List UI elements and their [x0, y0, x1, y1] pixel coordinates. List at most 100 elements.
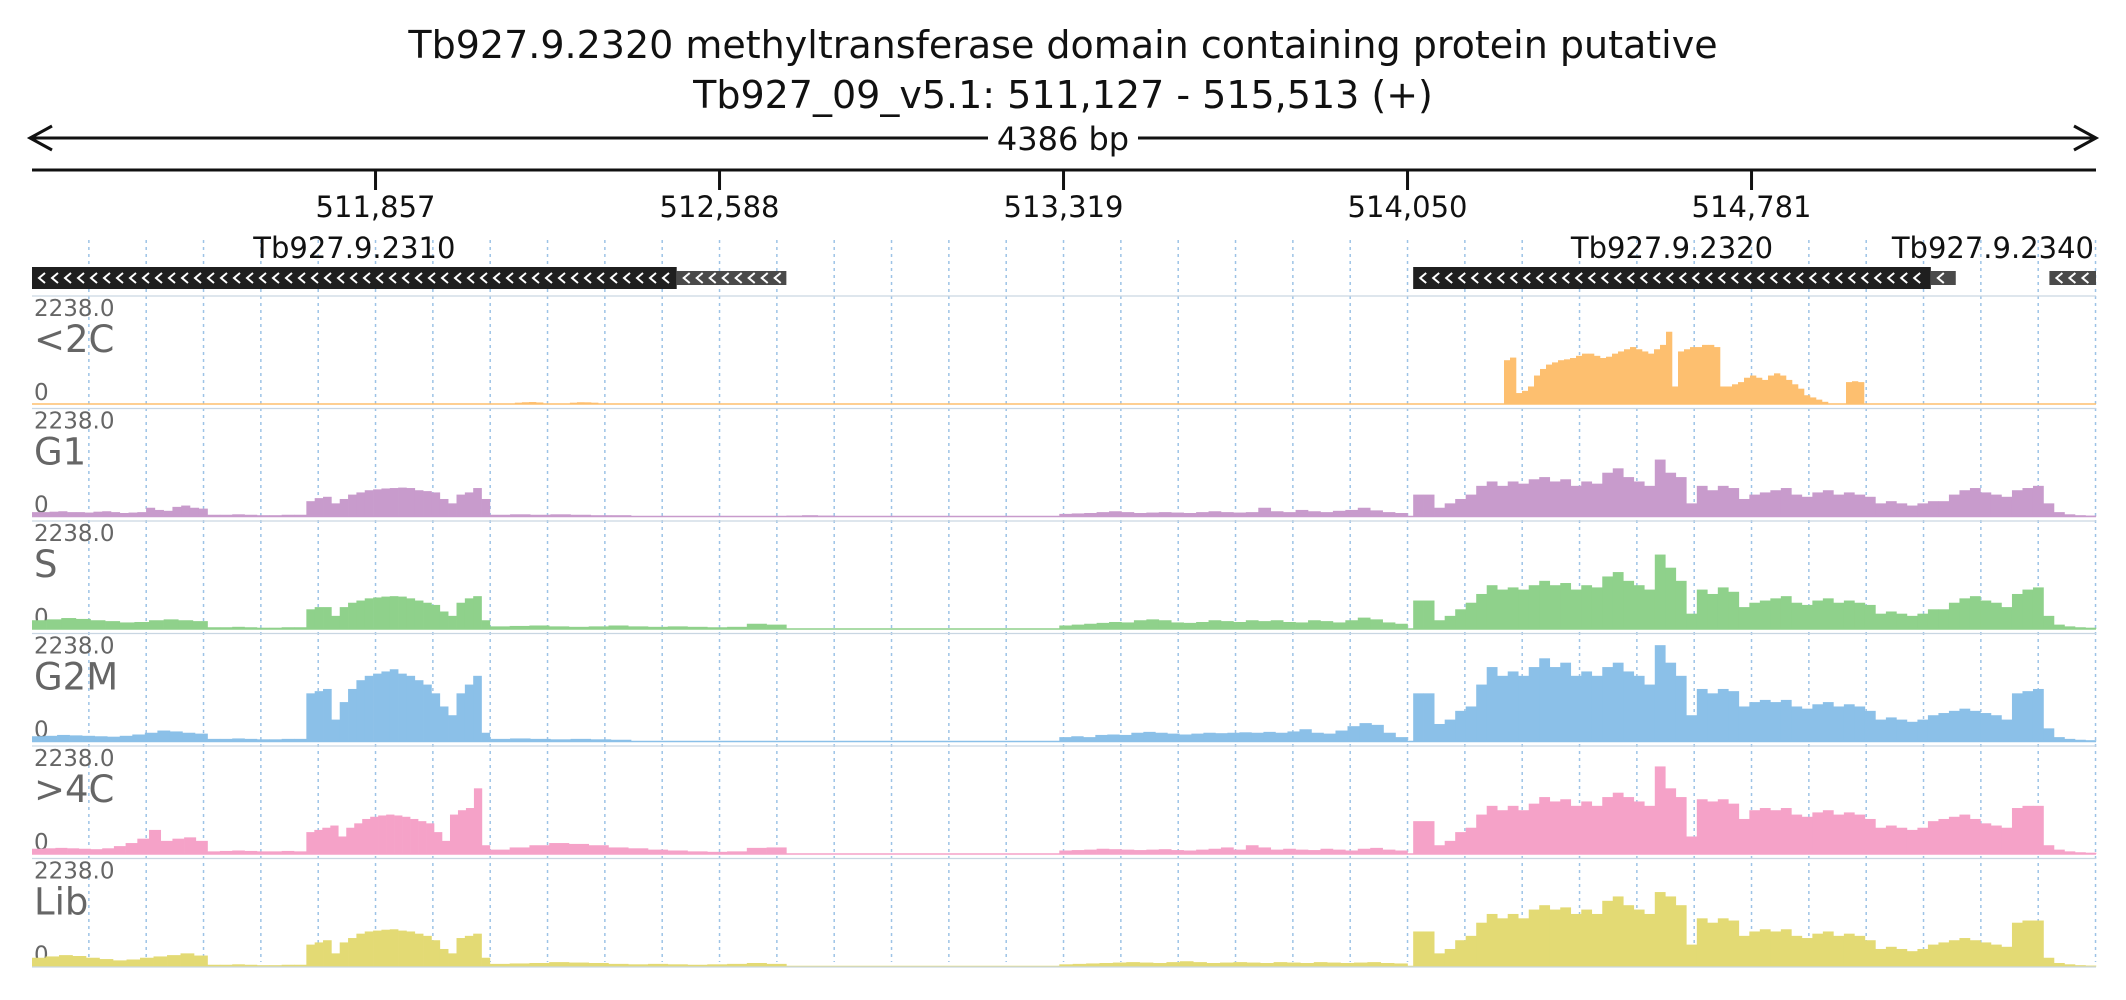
coverage-bar: [1812, 600, 1824, 629]
coverage-bar: [2011, 593, 2023, 629]
coverage-bar: [1843, 492, 1855, 517]
coverage-bar: [2022, 805, 2034, 854]
coverage-bar: [137, 512, 147, 517]
coverage-bar: [1666, 331, 1673, 404]
coverage-bar: [1644, 805, 1656, 854]
coverage-bar: [1843, 933, 1855, 967]
coverage-bar: [1233, 621, 1247, 629]
coverage-bar: [1917, 719, 1929, 742]
coverage-bar: [1158, 512, 1172, 517]
coverage-bar: [2032, 688, 2044, 742]
coverage-bar: [1539, 477, 1551, 517]
gene-label: Tb927.9.2320: [1570, 231, 1773, 265]
coverage-bar: [1143, 731, 1156, 742]
coverage-bar: [510, 514, 531, 517]
strand-chevron: [141, 272, 150, 284]
coverage-bar: [1576, 355, 1583, 404]
coverage-bar: [464, 492, 474, 517]
coverage-bar: [331, 719, 341, 742]
coverage-bar: [1086, 963, 1100, 967]
coverage-bar: [2064, 626, 2076, 629]
coverage-bar: [414, 680, 424, 742]
coverage-bar: [1591, 675, 1603, 742]
chart-title: Tb927.9.2320 methyltransferase domain co…: [407, 23, 1717, 67]
strand-chevron: [63, 272, 72, 284]
strand-chevron: [336, 272, 345, 284]
coverage-bar: [707, 851, 728, 854]
coverage-bar: [244, 627, 258, 629]
coverage-bar: [1581, 801, 1593, 854]
coverage-bar: [746, 962, 767, 967]
strand-chevron: [622, 272, 631, 284]
coverage-bar: [219, 514, 233, 517]
coverage-bar: [1507, 913, 1519, 967]
coverage-bar: [1455, 710, 1467, 742]
coverage-bar: [568, 626, 590, 629]
coverage-bar: [1112, 962, 1127, 967]
coverage-bar: [323, 940, 332, 967]
strand-chevron: [2067, 272, 2077, 284]
coverage-bar: [149, 620, 164, 629]
coverage-bar: [232, 964, 245, 967]
coverage-bar: [1507, 805, 1519, 854]
coverage-bar: [1434, 507, 1445, 517]
coverage-bar: [1759, 808, 1771, 854]
coverage-bar: [1191, 733, 1204, 742]
track-max-label: 2238.0: [34, 409, 114, 435]
coverage-bar: [134, 621, 150, 629]
coverage-bar: [536, 402, 544, 404]
coverage-bar: [244, 514, 258, 517]
coverage-bar: [1084, 623, 1097, 629]
coverage-bar: [306, 944, 315, 967]
coverage-bar: [473, 596, 482, 629]
coverage-bar: [1560, 799, 1572, 854]
coverage-bar: [163, 619, 179, 629]
coverage-bar: [1522, 390, 1529, 404]
coverage-bar: [49, 511, 59, 517]
coverage-bar: [1917, 948, 1929, 967]
coverage-bar: [1096, 512, 1110, 517]
coverage-bar: [628, 848, 649, 854]
strand-chevron: [1678, 272, 1687, 284]
coverage-bar: [75, 618, 91, 629]
coverage-bar: [1791, 706, 1803, 742]
coverage-bar: [331, 503, 341, 517]
coverage-bar: [667, 626, 688, 629]
coverage-bar: [1686, 944, 1698, 967]
strand-chevron: [1782, 272, 1791, 284]
coverage-bar: [406, 598, 416, 629]
coverage-bar: [1864, 818, 1876, 854]
coverage-bar: [1233, 512, 1247, 517]
coverage-bar: [102, 511, 112, 517]
coverage-bar: [1546, 364, 1553, 404]
strand-chevron: [583, 272, 592, 284]
strand-chevron: [682, 272, 691, 284]
coverage-bar: [1759, 600, 1771, 629]
coverage-bar: [2011, 693, 2023, 742]
coverage-bar: [1534, 375, 1541, 404]
coverage-bar: [1665, 567, 1677, 629]
coverage-bar: [294, 964, 307, 967]
coverage-bar: [1644, 485, 1656, 517]
coverage-bar: [1717, 688, 1729, 742]
coverage-bar: [667, 964, 688, 967]
coverage-bar: [1791, 935, 1803, 967]
coverage-bar: [1183, 622, 1197, 629]
coverage-bar: [1623, 477, 1635, 517]
coverage-bar: [1171, 622, 1184, 629]
coverage-bar: [1990, 944, 2002, 967]
coverage-bar: [1382, 849, 1396, 854]
strand-chevron: [2080, 272, 2090, 284]
coverage-bar: [1423, 600, 1435, 629]
coverage-bar: [727, 963, 748, 967]
coverage-bar: [1072, 963, 1087, 967]
coverage-bar: [1353, 962, 1368, 967]
coverage-bar: [1109, 621, 1122, 629]
coverage-bar: [373, 673, 382, 742]
strand-chevron: [1509, 272, 1518, 284]
coverage-bar: [1618, 351, 1625, 404]
coverage-bar: [348, 938, 357, 967]
strand-chevron: [1483, 272, 1492, 284]
strand-chevron: [1418, 272, 1427, 284]
coverage-bar: [1059, 964, 1073, 967]
